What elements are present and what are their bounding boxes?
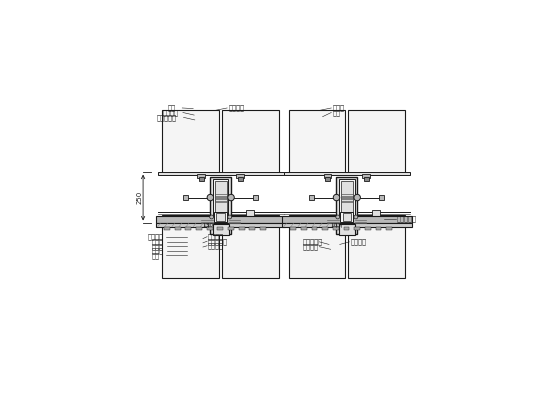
Text: 10: 10 [207,223,213,228]
Text: 不锈钢螺栓: 不锈钢螺栓 [208,238,228,244]
Text: 内窗架: 内窗架 [332,105,344,111]
Circle shape [333,194,340,201]
Bar [196,227,202,230]
Bar [282,223,412,227]
Text: 不锈钢压片: 不锈钢压片 [302,239,323,245]
Bar [217,227,223,230]
Bar [183,195,188,200]
Bar [207,227,213,230]
Text: 玻璃: 玻璃 [152,252,160,259]
Bar [291,215,294,223]
Bar [222,215,279,278]
Bar [213,224,229,235]
Bar [379,195,384,200]
Bar [156,223,286,227]
Bar [354,227,360,230]
Bar [344,227,349,230]
Bar [273,215,277,223]
Bar [325,178,330,181]
Bar [162,215,219,278]
Bar [175,227,181,230]
Bar [228,227,234,230]
Text: 13: 13 [202,223,209,228]
Bar [324,174,332,178]
Bar [156,216,286,223]
Circle shape [354,215,358,219]
Bar [362,174,370,178]
Text: 泡沫胶垫: 泡沫胶垫 [208,242,224,249]
Bar [198,174,205,178]
Bar [282,216,412,223]
Bar [343,213,351,221]
Bar [399,215,403,223]
Bar [213,179,228,233]
Bar [341,181,353,231]
Bar [340,212,353,222]
Text: 结构胶: 结构胶 [152,248,164,254]
Circle shape [228,215,232,219]
Bar [348,215,405,278]
Bar [311,227,318,230]
Bar [339,224,355,235]
Bar [386,227,392,230]
Bar [237,178,242,181]
Bar [158,172,284,175]
Text: 广场胶: 广场胶 [152,243,164,249]
Circle shape [209,215,213,219]
Text: 双面胶粘: 双面胶粘 [302,244,319,250]
Bar [253,195,258,200]
Bar [211,178,231,234]
Text: 玻璃垫块: 玻璃垫块 [228,105,244,111]
Bar [288,110,345,173]
Bar [290,227,296,230]
Bar [164,227,170,230]
Text: 不锈钢横梁: 不锈钢横梁 [157,114,177,121]
Circle shape [207,194,213,201]
Bar [365,227,371,230]
Bar [162,110,219,173]
Bar [260,227,266,230]
Circle shape [354,194,361,201]
Bar [236,174,244,178]
Bar [339,179,354,233]
Text: 泡沫胶垫: 泡沫胶垫 [147,234,164,240]
Bar [239,227,245,230]
Bar [222,110,279,173]
Text: 广场胶: 广场胶 [152,239,164,245]
Bar [301,227,307,230]
Bar [333,227,339,230]
Text: 口定压框: 口定压框 [351,239,366,245]
Text: 250: 250 [136,191,142,204]
Bar [348,110,405,173]
Bar [363,178,369,181]
Bar [250,227,255,230]
Bar [199,178,204,181]
Bar [309,195,314,200]
Bar [284,172,410,175]
Text: 水性角制: 水性角制 [163,109,179,116]
Text: 立柱: 立柱 [332,109,340,116]
Text: 铝板: 铝板 [168,105,176,111]
Bar [322,227,328,230]
Bar [215,181,227,231]
Bar [165,215,168,223]
Text: 泡沫胶垫: 泡沫胶垫 [208,234,224,240]
Circle shape [336,215,340,219]
Bar [246,210,254,216]
Text: 10: 10 [330,223,337,228]
Circle shape [228,194,234,201]
Bar [288,215,345,278]
Text: 13: 13 [334,223,342,228]
Bar [376,227,381,230]
Text: 不锈钢横梁: 不锈钢横梁 [397,215,417,222]
Bar [372,210,380,216]
Bar [185,227,192,230]
Bar [337,178,357,234]
Bar [214,212,227,222]
Bar [217,213,225,221]
